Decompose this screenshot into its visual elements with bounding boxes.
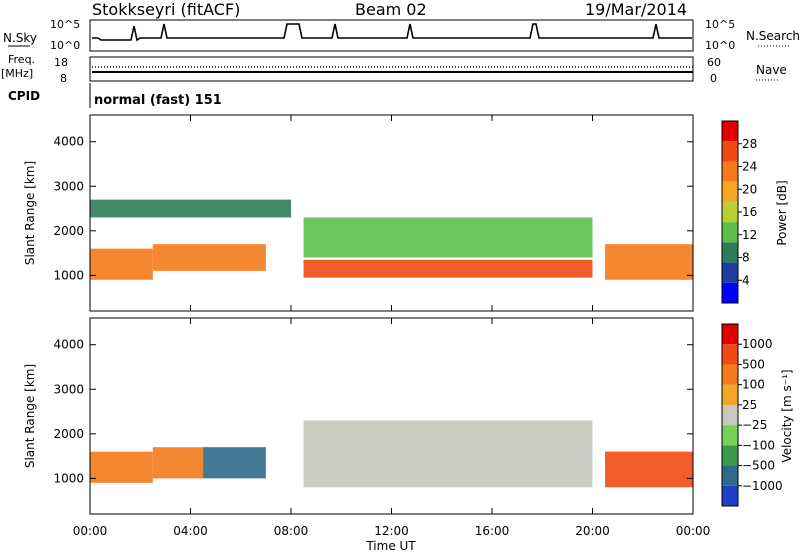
colorbar-tick-label-5: 24 bbox=[742, 160, 757, 174]
y-tick-label-1: 2000 bbox=[53, 427, 84, 441]
nsky-tick-bottom: 10^0 bbox=[50, 39, 80, 52]
freq-tick-bottom: 8 bbox=[60, 72, 67, 85]
y-tick-label-2: 3000 bbox=[53, 382, 84, 396]
colorbar-tick-label-4: 20 bbox=[742, 182, 757, 196]
colorbar-swatch-5 bbox=[722, 181, 738, 202]
y-tick-label-3: 4000 bbox=[53, 135, 84, 149]
colorbar-swatch-4 bbox=[722, 201, 738, 223]
velocity-colorbar: 1000 500 100 25 −25 −100 −500 −1000 bbox=[721, 323, 783, 507]
freq-tick-top: 18 bbox=[54, 56, 68, 69]
x-axis-ticks: 00:00 04:00 08:00 12:00 16:00 20:00 00:00 bbox=[73, 115, 711, 538]
y-tick-label-0: 1000 bbox=[53, 471, 84, 485]
velocity-y-ticks: 1000 2000 3000 4000 bbox=[53, 338, 693, 485]
x-tick-label-2: 08:00 bbox=[274, 524, 309, 538]
date-title: 19/Mar/2014 bbox=[585, 0, 687, 19]
colorbar-swatch-8 bbox=[722, 324, 738, 345]
cpid-label: CPID bbox=[8, 89, 40, 103]
colorbar-swatch-0 bbox=[722, 485, 738, 506]
colorbar-tick-label-1: 8 bbox=[742, 251, 750, 265]
x-tick-label-3: 12:00 bbox=[374, 524, 409, 538]
colorbar-tick-label-1: 500 bbox=[742, 357, 765, 371]
colorbar-tick-label-5: −100 bbox=[742, 438, 775, 452]
colorbar-swatch-8 bbox=[722, 121, 738, 142]
power-colorbar: 4 8 12 16 20 24 28 bbox=[721, 120, 757, 304]
colorbar-swatch-4 bbox=[722, 404, 738, 426]
nsearch-tick-bottom: 10^0 bbox=[705, 39, 735, 52]
colorbar-swatch-0 bbox=[722, 282, 738, 303]
colorbar-swatch-6 bbox=[722, 161, 738, 182]
velocity-echo-band-2 bbox=[203, 447, 266, 479]
x-tick-label-4: 16:00 bbox=[475, 524, 510, 538]
nsky-tick-top: 10^5 bbox=[50, 18, 80, 31]
power-echo-band-5 bbox=[303, 217, 593, 258]
velocity-echo-band-0 bbox=[90, 451, 153, 483]
colorbar-swatch-2 bbox=[722, 445, 738, 466]
freq-label: Freq. bbox=[8, 53, 35, 66]
cpid-value: normal (fast) 151 bbox=[94, 93, 222, 108]
y-tick-label-2: 3000 bbox=[53, 179, 84, 193]
velocity-echo-band-1 bbox=[152, 447, 204, 479]
power-echo-band-3 bbox=[605, 244, 693, 280]
x-tick-label-0: 00:00 bbox=[73, 524, 108, 538]
x-tick-label-1: 04:00 bbox=[173, 524, 208, 538]
power-echo-band-2 bbox=[303, 259, 593, 278]
velocity-heatmap bbox=[90, 420, 693, 488]
velocity-colorbar-label: Velocity [m s⁻¹] bbox=[780, 369, 794, 462]
power-y-ticks: 1000 2000 3000 4000 bbox=[53, 135, 693, 282]
colorbar-frame bbox=[721, 323, 739, 507]
x-axis-label: Time UT bbox=[365, 539, 416, 553]
nsearch-label: N.Search bbox=[746, 29, 800, 43]
velocity-ylabel: Slant Range [km] bbox=[23, 364, 37, 468]
colorbar-swatch-7 bbox=[722, 141, 738, 162]
freq-unit: [MHz] bbox=[1, 67, 33, 80]
x-tick-label-6: 00:00 bbox=[676, 524, 711, 538]
power-heatmap bbox=[90, 199, 693, 280]
beam-title: Beam 02 bbox=[355, 0, 427, 19]
colorbar-tick-label-7: −1000 bbox=[742, 479, 783, 493]
colorbar-swatch-1 bbox=[722, 465, 738, 486]
colorbar-swatch-1 bbox=[722, 262, 738, 283]
colorbar-tick-label-6: 28 bbox=[742, 137, 757, 151]
colorbar-swatch-5 bbox=[722, 384, 738, 405]
y-tick-label-3: 4000 bbox=[53, 338, 84, 352]
colorbar-tick-label-3: 25 bbox=[742, 398, 757, 412]
colorbar-tick-label-4: −25 bbox=[742, 418, 767, 432]
colorbar-tick-label-0: 1000 bbox=[742, 337, 773, 351]
power-colorbar-label: Power [dB] bbox=[775, 180, 789, 245]
colorbar-swatch-2 bbox=[722, 242, 738, 263]
colorbar-swatch-3 bbox=[722, 425, 738, 446]
colorbar-swatch-7 bbox=[722, 344, 738, 365]
nsky-panel bbox=[89, 19, 694, 52]
colorbar-swatch-3 bbox=[722, 222, 738, 243]
colorbar-tick-label-6: −500 bbox=[742, 459, 775, 473]
power-echo-band-1 bbox=[152, 244, 266, 271]
nave-tick-bottom: 0 bbox=[710, 72, 717, 85]
colorbar-tick-label-0: 4 bbox=[742, 273, 750, 287]
nsearch-tick-top: 10^5 bbox=[705, 18, 735, 31]
power-echo-band-0 bbox=[90, 248, 153, 280]
nave-tick-top: 60 bbox=[707, 56, 721, 69]
x-tick-label-5: 20:00 bbox=[575, 524, 610, 538]
velocity-echo-band-3 bbox=[303, 420, 593, 488]
colorbar-tick-label-2: 100 bbox=[742, 378, 765, 392]
colorbar-swatch-6 bbox=[722, 364, 738, 385]
colorbar-tick-label-2: 12 bbox=[742, 228, 757, 242]
freq-panel bbox=[89, 56, 694, 82]
velocity-echo-band-4 bbox=[605, 451, 693, 488]
power-echo-band-4 bbox=[90, 199, 291, 218]
colorbar-tick-label-3: 16 bbox=[742, 205, 757, 219]
nsky-trace bbox=[92, 23, 692, 42]
y-tick-label-0: 1000 bbox=[53, 268, 84, 282]
nave-label: Nave bbox=[756, 63, 787, 77]
nsky-label: N.Sky bbox=[3, 31, 37, 45]
power-ylabel: Slant Range [km] bbox=[23, 161, 37, 265]
y-tick-label-1: 2000 bbox=[53, 224, 84, 238]
station-title: Stokkseyri (fitACF) bbox=[92, 0, 240, 19]
